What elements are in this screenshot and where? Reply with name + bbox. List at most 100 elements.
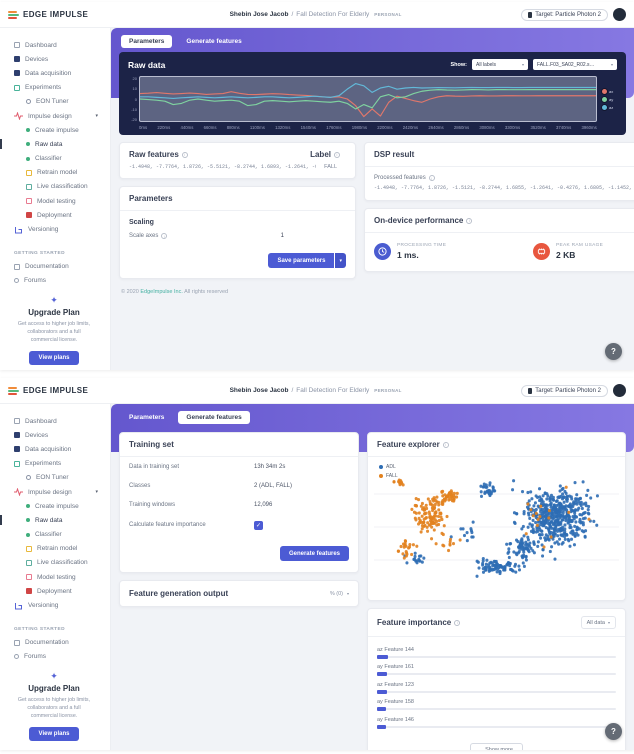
- raw-features-title: Raw features: [129, 150, 179, 159]
- sidebar-item-classifier[interactable]: Classifier: [14, 528, 110, 542]
- explorer-legend-fall[interactable]: FALL: [379, 473, 398, 479]
- edge-impulse-logo[interactable]: EDGE IMPULSE: [0, 10, 110, 19]
- sidebar-item-label: Impulse design: [28, 488, 72, 496]
- help-fab-button[interactable]: ?: [605, 343, 622, 360]
- rocket-icon: ✦: [50, 295, 58, 305]
- sidebar-item-label: Classifier: [35, 155, 62, 163]
- sidebar-item-dashboard[interactable]: Dashboard: [14, 414, 110, 428]
- sidebar-item-create-impulse[interactable]: Create impulse: [14, 123, 110, 137]
- labels-dropdown[interactable]: All labels ▾: [472, 59, 528, 70]
- sidebar-item-label: Retrain model: [37, 545, 78, 553]
- legend-item-ay[interactable]: ay: [602, 96, 617, 102]
- save-parameters-dropdown[interactable]: ▾: [335, 253, 346, 268]
- avatar[interactable]: [613, 8, 626, 21]
- sidebar-item-eon-tuner[interactable]: EON Tuner: [14, 95, 110, 109]
- sidebar-item-label: Live classification: [37, 559, 88, 567]
- row-label: Training windows: [129, 501, 176, 508]
- sidebar-item-raw-data[interactable]: Raw data: [0, 137, 110, 151]
- info-icon[interactable]: i: [334, 151, 340, 158]
- sidebar-item-retrain-model[interactable]: Retrain model: [14, 542, 110, 556]
- sidebar-item-forums[interactable]: Forums: [14, 274, 110, 288]
- feature-explorer-plot[interactable]: ADL FALL: [374, 461, 619, 593]
- top-bar: EDGE IMPULSE Shebin Jose Jacob / Fall De…: [0, 378, 634, 404]
- parameters-title: Parameters: [129, 194, 173, 203]
- sidebar-item-classifier[interactable]: Classifier: [14, 152, 110, 166]
- tab-generate-features[interactable]: Generate features: [186, 38, 242, 45]
- data-acquisition-icon: [14, 446, 20, 453]
- upgrade-plan-description: Get access to higher job limits, collabo…: [17, 697, 91, 720]
- sidebar-item-retrain-model[interactable]: Retrain model: [14, 166, 110, 180]
- edge-impulse-logo[interactable]: EDGE IMPULSE: [0, 386, 110, 395]
- sidebar-item-model-testing[interactable]: Model testing: [14, 194, 110, 208]
- show-more-button[interactable]: ▾ Show more: [470, 742, 523, 750]
- info-icon[interactable]: i: [181, 151, 188, 158]
- sidebar-item-model-testing[interactable]: Model testing: [14, 570, 110, 584]
- sidebar-item-impulse-design[interactable]: Impulse design ▾: [14, 485, 110, 499]
- company-link[interactable]: EdgeImpulse Inc.: [140, 289, 183, 295]
- target-device-button[interactable]: Target: Particle Photon 2: [521, 8, 608, 21]
- tab-generate-features[interactable]: Generate features: [178, 411, 250, 424]
- legend-item-az[interactable]: az: [602, 104, 617, 110]
- data-acquisition-icon: [14, 70, 20, 77]
- help-fab-button[interactable]: ?: [605, 723, 622, 740]
- label-value: FALL: [324, 164, 337, 170]
- generate-features-button[interactable]: Generate features: [279, 546, 349, 561]
- all-data-dropdown[interactable]: All data ▾: [580, 616, 616, 629]
- personal-badge: PERSONAL: [374, 12, 402, 17]
- feature-importance-checkbox[interactable]: ✓: [254, 520, 263, 530]
- sidebar-item-experiments[interactable]: Experiments: [14, 457, 110, 471]
- sidebar-item-dashboard[interactable]: Dashboard: [14, 38, 110, 52]
- sidebar-item-versioning[interactable]: Versioning: [14, 598, 110, 612]
- raw-data-chart[interactable]: [139, 76, 597, 122]
- logo-bars-icon: [8, 10, 19, 19]
- sidebar-item-devices[interactable]: Devices: [14, 428, 110, 442]
- info-icon[interactable]: i: [466, 217, 473, 224]
- sample-dropdown[interactable]: FALL.F03_SA02_R02.s… ▾: [533, 59, 617, 70]
- sidebar-item-data-acquisition[interactable]: Data acquisition: [14, 66, 110, 80]
- sidebar-item-deployment[interactable]: Deployment: [14, 208, 110, 222]
- sidebar-item-forums[interactable]: Forums: [14, 650, 110, 664]
- sidebar-item-live-classification[interactable]: Live classification: [14, 180, 110, 194]
- sidebar-item-data-acquisition[interactable]: Data acquisition: [14, 442, 110, 456]
- view-plans-button[interactable]: View plans: [28, 350, 80, 365]
- target-device-button[interactable]: Target: Particle Photon 2: [521, 384, 608, 397]
- info-icon[interactable]: i: [428, 175, 435, 181]
- sidebar-item-create-impulse[interactable]: Create impulse: [14, 499, 110, 513]
- documentation-icon: [14, 639, 20, 646]
- sidebar-item-raw-data[interactable]: Raw data: [0, 513, 110, 527]
- sidebar-item-eon-tuner[interactable]: EON Tuner: [14, 471, 110, 485]
- info-icon[interactable]: i: [442, 441, 449, 448]
- breadcrumb-project[interactable]: Fall Detection For Elderly: [296, 11, 370, 18]
- info-icon[interactable]: i: [454, 619, 461, 626]
- tab-parameters[interactable]: Parameters: [121, 35, 173, 48]
- sidebar-item-experiments[interactable]: Experiments: [14, 81, 110, 95]
- sidebar-item-deployment[interactable]: Deployment: [14, 584, 110, 598]
- tab-parameters[interactable]: Parameters: [129, 414, 165, 421]
- avatar[interactable]: [613, 384, 626, 397]
- sidebar-item-live-classification[interactable]: Live classification: [14, 556, 110, 570]
- save-parameters-button[interactable]: Save parameters: [268, 253, 335, 268]
- sidebar-item-docs[interactable]: Documentation: [14, 260, 110, 274]
- scale-axes-input[interactable]: 1: [280, 233, 284, 239]
- sidebar-item-impulse-design[interactable]: Impulse design ▾: [14, 109, 110, 123]
- create-impulse-icon: [26, 504, 30, 509]
- breadcrumb-project[interactable]: Fall Detection For Elderly: [296, 387, 370, 394]
- versioning-icon: [15, 226, 22, 234]
- logo-bars-icon: [8, 386, 19, 395]
- feature-output-collapse[interactable]: % (0) ▾: [329, 590, 349, 597]
- rocket-icon: ✦: [50, 671, 58, 681]
- explorer-legend-adl[interactable]: ADL: [379, 464, 398, 470]
- dsp-result-title: DSP result: [374, 150, 415, 159]
- legend-item-ax[interactable]: ax: [602, 88, 617, 94]
- sidebar-item-label: Forums: [24, 277, 47, 285]
- breadcrumb-user[interactable]: Shebin Jose Jacob: [229, 387, 289, 394]
- sidebar-item-versioning[interactable]: Versioning: [14, 222, 110, 236]
- feature-importance-row: az Feature 144: [377, 647, 616, 659]
- info-icon[interactable]: i: [161, 233, 168, 239]
- screenshot-raw-data: EDGE IMPULSE Shebin Jose Jacob / Fall De…: [0, 2, 634, 370]
- sidebar-item-docs[interactable]: Documentation: [14, 636, 110, 650]
- breadcrumb-user[interactable]: Shebin Jose Jacob: [229, 11, 289, 18]
- sidebar-item-devices[interactable]: Devices: [14, 52, 110, 66]
- legend-dot: [602, 96, 607, 102]
- view-plans-button[interactable]: View plans: [28, 726, 80, 741]
